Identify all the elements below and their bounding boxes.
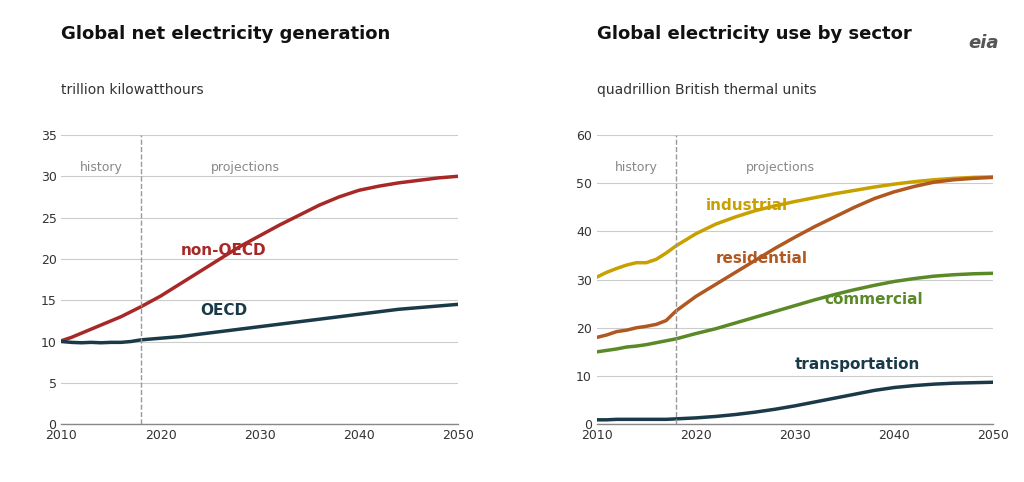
Text: Global electricity use by sector: Global electricity use by sector [597, 25, 911, 43]
Text: quadrillion British thermal units: quadrillion British thermal units [597, 83, 816, 97]
Text: residential: residential [716, 251, 808, 266]
Text: OECD: OECD [201, 303, 248, 318]
Text: industrial: industrial [706, 198, 787, 213]
Text: eia: eia [968, 34, 998, 52]
Text: projections: projections [745, 161, 815, 174]
Text: transportation: transportation [795, 357, 921, 372]
Text: history: history [80, 161, 123, 174]
Text: commercial: commercial [824, 292, 924, 307]
Text: Global net electricity generation: Global net electricity generation [61, 25, 391, 43]
Text: non-OECD: non-OECD [180, 243, 266, 258]
Text: history: history [615, 161, 657, 174]
Text: projections: projections [211, 161, 280, 174]
Text: trillion kilowatthours: trillion kilowatthours [61, 83, 204, 97]
